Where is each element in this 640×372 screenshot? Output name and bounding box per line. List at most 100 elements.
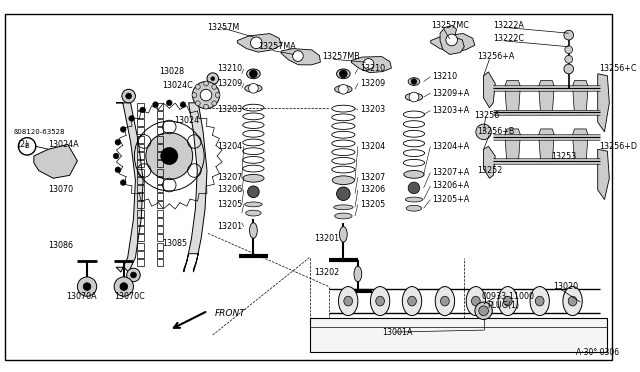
Bar [157,234,163,241]
Polygon shape [505,81,520,115]
Polygon shape [484,146,495,178]
Bar [157,128,163,134]
Bar [157,136,163,143]
Circle shape [200,89,212,101]
Ellipse shape [504,296,512,306]
Ellipse shape [243,174,264,182]
Text: 13020: 13020 [553,282,579,291]
Ellipse shape [246,210,261,216]
Ellipse shape [335,86,352,93]
Circle shape [166,100,172,106]
Circle shape [250,37,262,49]
Text: 13204+A: 13204+A [433,142,470,151]
Polygon shape [573,81,588,115]
Ellipse shape [535,296,544,306]
Bar [138,185,144,192]
Circle shape [565,46,573,54]
Text: 13256+C: 13256+C [600,64,637,74]
Ellipse shape [244,202,262,207]
Circle shape [411,78,417,84]
Text: 13203+A: 13203+A [433,106,470,115]
Text: 13207: 13207 [360,173,385,182]
Ellipse shape [440,296,449,306]
Polygon shape [539,129,554,163]
Circle shape [140,107,145,113]
Ellipse shape [333,205,353,210]
Polygon shape [281,49,321,65]
Text: 13201: 13201 [314,234,339,243]
Bar [138,136,144,143]
Bar [138,243,144,250]
Circle shape [113,153,119,159]
Bar [157,243,163,250]
Text: 13252: 13252 [477,166,502,175]
Bar [138,234,144,241]
Text: 13024: 13024 [174,116,199,125]
Text: 13209: 13209 [218,79,243,88]
Bar [138,177,144,184]
Circle shape [207,73,219,84]
Circle shape [193,81,220,109]
Bar [157,210,163,217]
Text: 13257MC: 13257MC [431,21,469,30]
Ellipse shape [498,286,518,315]
Circle shape [192,93,197,97]
Ellipse shape [472,296,480,306]
Circle shape [195,101,200,106]
Circle shape [115,140,121,145]
Bar [138,202,144,208]
Bar [157,177,163,184]
Bar [157,202,163,208]
Circle shape [476,124,492,140]
Circle shape [363,59,374,69]
Ellipse shape [335,213,352,219]
Bar [138,103,144,110]
Ellipse shape [332,176,355,185]
Bar [138,218,144,225]
Text: 13256: 13256 [474,111,499,120]
Circle shape [152,102,158,108]
Polygon shape [505,129,520,163]
Text: 13070: 13070 [49,185,74,194]
Polygon shape [573,129,588,163]
Ellipse shape [406,205,422,211]
Polygon shape [440,25,464,54]
Circle shape [204,104,209,109]
Text: 13257M: 13257M [207,23,239,32]
Bar [138,169,144,176]
Circle shape [180,102,186,108]
Bar [138,210,144,217]
Bar [310,318,607,352]
Ellipse shape [403,286,422,315]
Bar [157,119,163,126]
Ellipse shape [408,78,420,86]
Circle shape [125,93,132,99]
Circle shape [337,187,350,201]
Polygon shape [431,33,475,52]
Text: 13203: 13203 [360,105,385,114]
Text: 13256+B: 13256+B [477,127,514,136]
Circle shape [204,81,209,86]
Bar [157,193,163,200]
Bar [157,169,163,176]
Ellipse shape [354,266,362,282]
Bar [157,259,163,266]
Polygon shape [116,103,143,272]
Polygon shape [539,81,554,115]
Text: FRONT: FRONT [214,309,246,318]
Text: 13207+A: 13207+A [433,168,470,177]
Ellipse shape [339,286,358,315]
Text: 13206+A: 13206+A [433,182,470,190]
Text: 13210: 13210 [433,72,458,81]
Text: 13205+A: 13205+A [433,195,470,204]
Circle shape [120,180,126,186]
Ellipse shape [405,93,422,101]
Ellipse shape [435,286,454,315]
Circle shape [161,148,178,164]
Circle shape [77,277,97,296]
Ellipse shape [244,84,262,92]
Circle shape [122,89,136,103]
Text: 13203: 13203 [218,105,243,114]
Bar [138,152,144,159]
Circle shape [212,101,216,106]
